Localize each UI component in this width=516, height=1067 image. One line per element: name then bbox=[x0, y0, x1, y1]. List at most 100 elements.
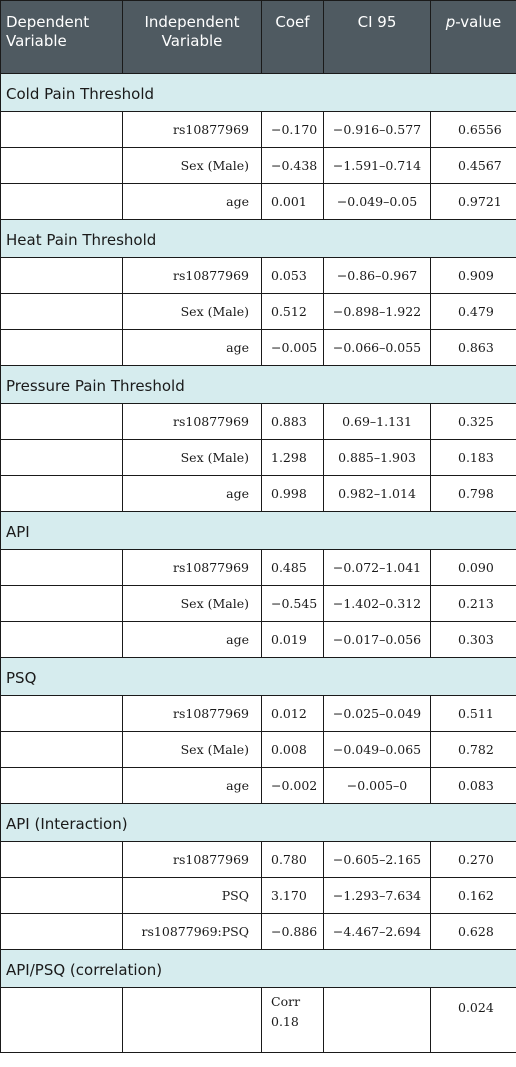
ci-cell: 0.982–1.014 bbox=[323, 475, 431, 512]
dependent-cell bbox=[0, 257, 123, 294]
coef-cell: 0.780 bbox=[261, 841, 324, 878]
independent-cell: rs10877969 bbox=[122, 841, 262, 878]
header-independent-variable: Independent Variable bbox=[122, 0, 262, 74]
section-row: Cold Pain Threshold bbox=[0, 73, 516, 112]
coef-cell: 0.485 bbox=[261, 549, 324, 586]
coef-cell: 0.001 bbox=[261, 183, 324, 220]
dependent-cell bbox=[0, 695, 123, 732]
coef-cell: 0.012 bbox=[261, 695, 324, 732]
dependent-cell bbox=[0, 183, 123, 220]
ci-cell bbox=[323, 987, 431, 1053]
coef-cell: −0.545 bbox=[261, 585, 324, 622]
table-body: Cold Pain Threshold rs10877969 −0.170 −0.91… bbox=[0, 73, 516, 1053]
independent-cell: rs10877969:PSQ bbox=[122, 913, 262, 950]
table-row: rs10877969 0.053 −0.86–0.967 0.909 bbox=[0, 257, 516, 294]
section-row: API (Interaction) bbox=[0, 803, 516, 842]
table-row: PSQ 3.170 −1.293–7.634 0.162 bbox=[0, 877, 516, 914]
coef-cell: 1.298 bbox=[261, 439, 324, 476]
table-row: age 0.019 −0.017–0.056 0.303 bbox=[0, 621, 516, 658]
ci-cell: −1.293–7.634 bbox=[323, 877, 431, 914]
p-value-cell: 0.183 bbox=[430, 439, 516, 476]
independent-cell: PSQ bbox=[122, 877, 262, 914]
dependent-cell bbox=[0, 841, 123, 878]
independent-cell: age bbox=[122, 329, 262, 366]
dependent-cell bbox=[0, 403, 123, 440]
dependent-cell bbox=[0, 731, 123, 768]
coef-cell: −0.438 bbox=[261, 147, 324, 184]
table-row: rs10877969 0.012 −0.025–0.049 0.511 bbox=[0, 695, 516, 732]
header-row: Dependent Variable Independent Variable Co… bbox=[0, 0, 516, 74]
independent-cell: rs10877969 bbox=[122, 549, 262, 586]
section-title: Pressure Pain Threshold bbox=[0, 365, 516, 404]
dependent-cell bbox=[0, 475, 123, 512]
section-title: Heat Pain Threshold bbox=[0, 219, 516, 258]
ci-cell: −0.049–0.05 bbox=[323, 183, 431, 220]
independent-cell bbox=[122, 987, 262, 1053]
coef-cell: −0.886 bbox=[261, 913, 324, 950]
independent-cell: Sex (Male) bbox=[122, 439, 262, 476]
coef-cell: 0.883 bbox=[261, 403, 324, 440]
p-value-cell: 0.628 bbox=[430, 913, 516, 950]
p-value-cell: 0.4567 bbox=[430, 147, 516, 184]
ci-cell: −0.005–0 bbox=[323, 767, 431, 804]
coef-cell: −0.170 bbox=[261, 111, 324, 148]
coef-cell: 0.053 bbox=[261, 257, 324, 294]
section-title: API/PSQ (correlation) bbox=[0, 949, 516, 988]
table-row: Sex (Male) 0.512 −0.898–1.922 0.479 bbox=[0, 293, 516, 330]
coef-cell: −0.005 bbox=[261, 329, 324, 366]
independent-cell: rs10877969 bbox=[122, 403, 262, 440]
p-value-cell: 0.090 bbox=[430, 549, 516, 586]
table-row: age −0.002 −0.005–0 0.083 bbox=[0, 767, 516, 804]
ci-cell: −0.898–1.922 bbox=[323, 293, 431, 330]
dependent-cell bbox=[0, 147, 123, 184]
independent-cell: Sex (Male) bbox=[122, 585, 262, 622]
coef-cell: 0.008 bbox=[261, 731, 324, 768]
p-value-cell: 0.162 bbox=[430, 877, 516, 914]
ci-cell: −0.017–0.056 bbox=[323, 621, 431, 658]
independent-cell: rs10877969 bbox=[122, 695, 262, 732]
independent-cell: Sex (Male) bbox=[122, 147, 262, 184]
independent-cell: Sex (Male) bbox=[122, 293, 262, 330]
ci-cell: 0.885–1.903 bbox=[323, 439, 431, 476]
section-title: API (Interaction) bbox=[0, 803, 516, 842]
section-row-correlation: API/PSQ (correlation) bbox=[0, 949, 516, 988]
coef-cell: 0.019 bbox=[261, 621, 324, 658]
p-value-cell: 0.083 bbox=[430, 767, 516, 804]
p-value-cell: 0.909 bbox=[430, 257, 516, 294]
ci-cell: −0.025–0.049 bbox=[323, 695, 431, 732]
table-row: rs10877969 0.883 0.69–1.131 0.325 bbox=[0, 403, 516, 440]
table-row: Sex (Male) −0.545 −1.402–0.312 0.213 bbox=[0, 585, 516, 622]
p-value-cell: 0.213 bbox=[430, 585, 516, 622]
independent-cell: age bbox=[122, 767, 262, 804]
p-value-cell: 0.270 bbox=[430, 841, 516, 878]
section-title: Cold Pain Threshold bbox=[0, 73, 516, 112]
p-value-cell: 0.479 bbox=[430, 293, 516, 330]
ci-cell: −0.605–2.165 bbox=[323, 841, 431, 878]
header-p-value: p-value bbox=[430, 0, 516, 74]
p-value-cell: 0.325 bbox=[430, 403, 516, 440]
section-row: Pressure Pain Threshold bbox=[0, 365, 516, 404]
p-value-cell: 0.9721 bbox=[430, 183, 516, 220]
ci-cell: −4.467–2.694 bbox=[323, 913, 431, 950]
p-value-cell: 0.024 bbox=[430, 987, 516, 1053]
table-row: rs10877969 0.780 −0.605–2.165 0.270 bbox=[0, 841, 516, 878]
table-row: age 0.998 0.982–1.014 0.798 bbox=[0, 475, 516, 512]
dependent-cell bbox=[0, 877, 123, 914]
independent-cell: age bbox=[122, 621, 262, 658]
coef-cell: 0.512 bbox=[261, 293, 324, 330]
dependent-cell bbox=[0, 549, 123, 586]
section-title: PSQ bbox=[0, 657, 516, 696]
dependent-cell bbox=[0, 111, 123, 148]
ci-cell: 0.69–1.131 bbox=[323, 403, 431, 440]
ci-cell: −1.402–0.312 bbox=[323, 585, 431, 622]
ci-cell: −0.916–0.577 bbox=[323, 111, 431, 148]
section-title: API bbox=[0, 511, 516, 550]
independent-cell: Sex (Male) bbox=[122, 731, 262, 768]
ci-cell: −0.86–0.967 bbox=[323, 257, 431, 294]
ci-cell: −0.072–1.041 bbox=[323, 549, 431, 586]
coef-cell: 0.998 bbox=[261, 475, 324, 512]
table-row: Sex (Male) 0.008 −0.049–0.065 0.782 bbox=[0, 731, 516, 768]
table-row: Sex (Male) 1.298 0.885–1.903 0.183 bbox=[0, 439, 516, 476]
independent-cell: age bbox=[122, 183, 262, 220]
